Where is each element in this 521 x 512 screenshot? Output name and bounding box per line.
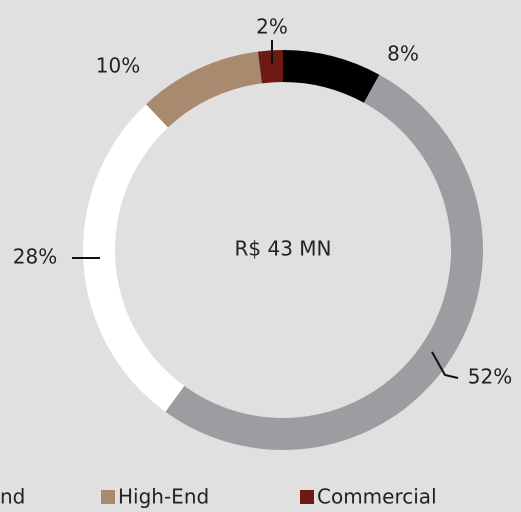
donut-segment — [146, 51, 262, 128]
legend-label: nd — [0, 485, 25, 509]
center-label: R$ 43 MN — [234, 237, 331, 261]
legend-label: High-End — [118, 485, 209, 509]
donut-segment — [283, 50, 380, 103]
donut-segment — [82, 104, 185, 412]
data-label: 10% — [96, 54, 140, 78]
leader-line — [431, 351, 459, 379]
donut-segment — [257, 50, 283, 84]
legend-label: Commercial — [317, 485, 437, 509]
data-label: 28% — [13, 245, 57, 269]
legend-swatch — [300, 490, 314, 504]
data-label: 8% — [387, 42, 419, 66]
data-label: 2% — [256, 15, 288, 39]
data-label: 52% — [468, 365, 512, 389]
legend-swatch — [101, 490, 115, 504]
donut-segment — [165, 74, 484, 451]
